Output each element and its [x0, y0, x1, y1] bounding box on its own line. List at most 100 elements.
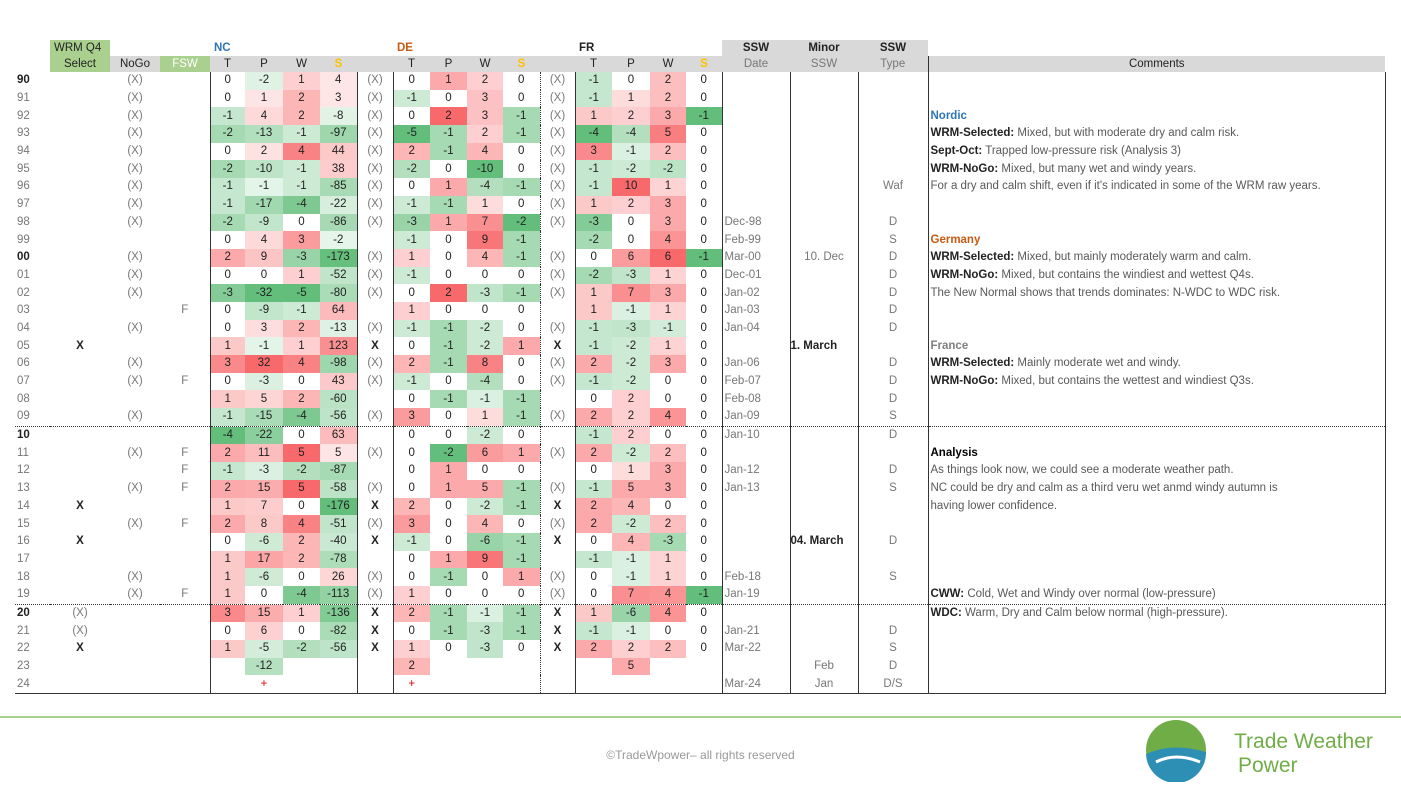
logo-icon: [1146, 720, 1207, 782]
header: SSW: [722, 40, 790, 56]
cell: [245, 40, 283, 56]
heat-cell: 10: [612, 178, 650, 196]
heat-cell: -1: [503, 550, 541, 569]
ssw-type: [858, 603, 929, 623]
nogo: (X): [127, 92, 143, 105]
comment-heading: Nordic: [930, 109, 967, 122]
cell: [15, 56, 50, 72]
heat-cell: 2: [650, 444, 686, 463]
heat-cell: 1: [430, 479, 467, 498]
heat-cell: -1: [575, 337, 612, 355]
fsw: [160, 425, 211, 445]
minor-ssw: [790, 462, 859, 480]
ssw-date: [722, 195, 791, 214]
fsw: [160, 568, 211, 586]
heat-cell: 0: [686, 72, 723, 90]
heat-cell: 1: [393, 640, 430, 658]
ssw-type: D: [858, 248, 929, 267]
heat-cell: -82: [320, 622, 358, 640]
minor-ssw: [790, 372, 859, 391]
exclusion: X: [357, 337, 394, 355]
table-row: 21 (X) 0 6 0 -82 X 0 -1 -3 -1 X -1 -1 0 0 Jan-21 D: [15, 622, 1386, 640]
heat-cell: 2: [210, 479, 245, 498]
heat-cell: 5: [245, 390, 283, 409]
minor-ssw: [790, 160, 859, 179]
year: 18: [17, 570, 30, 583]
measure-header: S: [503, 56, 540, 72]
table-row: 05 X 1 -1 1 123 X 0 -1 -2 1 X -1 -2 1 0 1. March France: [15, 337, 1386, 355]
heat-cell: 2: [650, 515, 686, 533]
measure-header: T: [210, 56, 245, 72]
heat-cell: 2: [650, 72, 686, 90]
heat-cell: 5: [283, 444, 320, 463]
comment: [928, 319, 1386, 338]
minor-ssw: 1. March: [790, 337, 859, 355]
heat-cell: 0: [686, 372, 723, 391]
heat-cell: -1: [612, 550, 650, 569]
table-row: 14 X 1 7 0 -176 X 2 0 -2 -1 X 2 4 0 0 having lower confi…: [15, 497, 1386, 516]
heat-cell: 0: [224, 304, 231, 317]
year: 19: [17, 588, 30, 601]
comment-text: Mixed, but with moderate dry and calm ri…: [1014, 127, 1240, 140]
cell: [430, 40, 467, 56]
heat-cell: 4: [467, 142, 503, 161]
heat-cell: +: [393, 675, 430, 695]
heat-cell: -10: [467, 160, 503, 179]
select: [50, 462, 110, 480]
fsw: [160, 532, 211, 551]
fsw: [160, 195, 211, 214]
select: [50, 178, 110, 196]
comment: [928, 622, 1386, 640]
heat-cell: -1: [283, 301, 320, 320]
exclusion: (X): [357, 178, 394, 196]
fsw: [160, 622, 211, 640]
heat-cell: 0: [664, 392, 672, 405]
exclusion: (X): [357, 284, 394, 302]
heat-cell: [467, 675, 503, 695]
select: [50, 267, 110, 285]
heat-cell: -85: [320, 178, 358, 196]
heat-cell: -1: [612, 622, 650, 640]
header: Minor: [790, 40, 858, 56]
nogo: [110, 640, 160, 658]
heat-cell: 1: [210, 550, 245, 569]
ssw-type: [858, 142, 929, 161]
ssw-date: [722, 515, 791, 533]
comment: having lower confidence.: [928, 497, 1386, 516]
heat-cell: -1: [393, 89, 430, 108]
minor-ssw: [790, 231, 859, 249]
exclusion: [357, 390, 394, 409]
logo-text: Trade Weather: [1234, 730, 1373, 753]
heat-cell: -60: [320, 390, 358, 409]
exclusion: (X): [357, 266, 394, 285]
nogo: (X): [127, 268, 143, 281]
heat-cell: -1: [503, 497, 541, 516]
heat-cell: 0: [503, 319, 541, 338]
fsw: [160, 231, 211, 249]
heat-cell: 0: [224, 535, 231, 548]
exclusion: (X): [540, 266, 576, 285]
header: Select: [50, 56, 110, 72]
heat-cell: -2: [503, 213, 541, 232]
nogo: [110, 603, 160, 623]
ssw-type: D: [858, 532, 929, 551]
heat-cell: -1: [503, 603, 541, 623]
heat-cell: 3: [393, 515, 430, 533]
select: [50, 675, 110, 695]
heat-cell: 0: [503, 72, 541, 90]
heat-cell: 0: [686, 319, 723, 338]
heat-cell: -1: [686, 248, 723, 267]
ssw-date: Feb-99: [722, 231, 791, 249]
heat-cell: 0: [686, 337, 723, 355]
heat-cell: [283, 675, 320, 695]
data-table: WRM Q4 NC DE FR SSW Minor SSW Select NoGo FSW T P W S…: [15, 40, 1386, 695]
ssw-type: D: [858, 301, 929, 320]
exclusion: (X): [540, 568, 576, 586]
heat-cell: 0: [393, 425, 430, 445]
heat-cell: 1: [575, 284, 612, 302]
comment: [928, 568, 1386, 586]
minor-ssw: [790, 178, 859, 196]
heat-cell: [430, 675, 467, 695]
comment-heading: France: [930, 339, 969, 352]
